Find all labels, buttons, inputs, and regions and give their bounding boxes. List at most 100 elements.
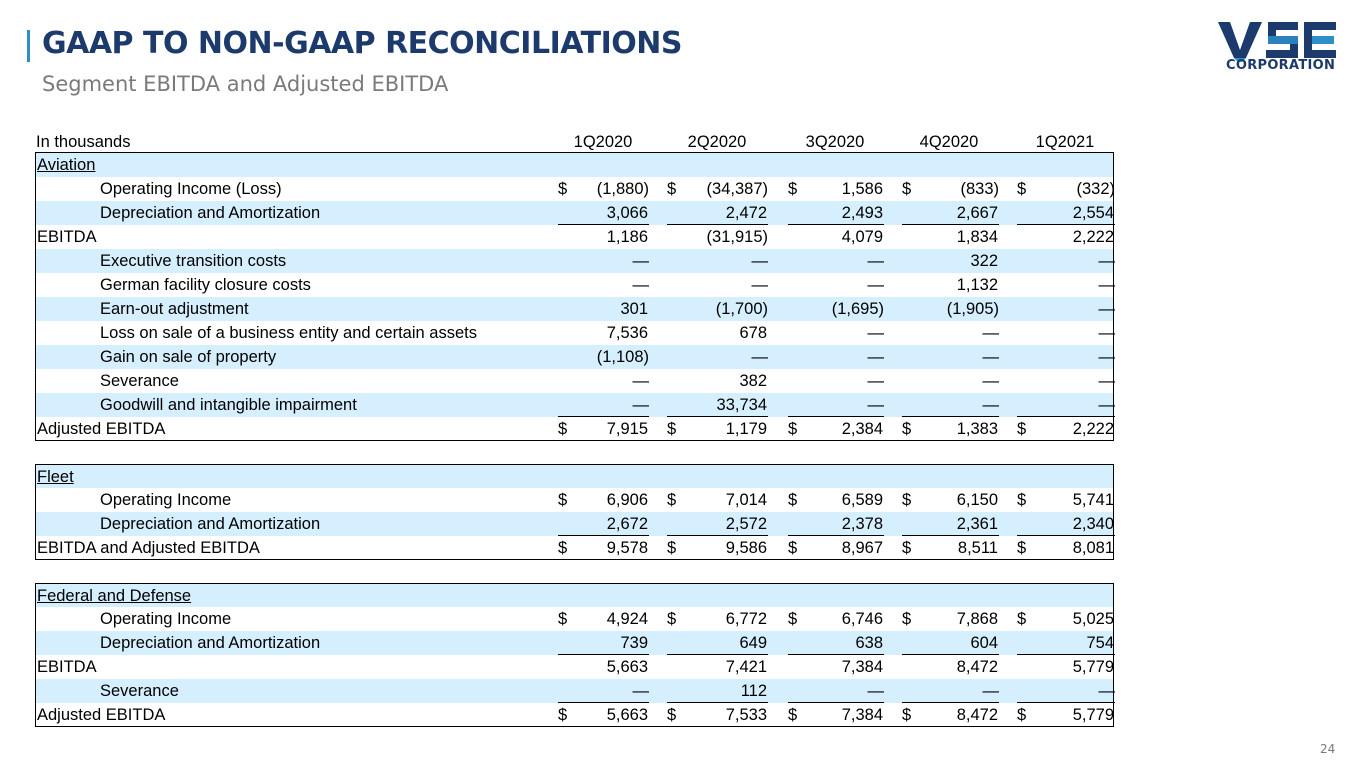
value-cell-3q2020: — (788, 321, 885, 345)
currency-symbol: $ (667, 539, 677, 557)
page-subtitle: Segment EBITDA and Adjusted EBITDA (42, 72, 449, 96)
currency-symbol: $ (667, 420, 677, 438)
value-cell-1q2020: — (558, 679, 649, 703)
table-row: Gain on sale of property (1,108) — — — — (35, 345, 1116, 369)
currency-symbol: $ (1017, 539, 1027, 557)
cell-value: — (632, 396, 650, 414)
value-cell-1q2020: $9,578 (558, 536, 649, 560)
currency-symbol: $ (902, 491, 912, 509)
value-cell-4q2020: — (902, 321, 1000, 345)
column-header-4q2020: 4Q2020 (919, 133, 979, 151)
value-cell-2q2020: $9,586 (667, 536, 768, 560)
cell-value: 2,672 (606, 515, 648, 533)
value-cell-3q2020: — (788, 249, 885, 273)
table-row: Executive transition costs — — — 322 — (35, 249, 1115, 273)
currency-symbol: $ (558, 539, 568, 557)
row-label: Gain on sale of property (100, 348, 277, 366)
section-title: Aviation (37, 156, 96, 174)
value-cell-1q2020: $4,924 (558, 607, 649, 631)
value-cell-3q2020: — (788, 273, 885, 297)
row-label: Operating Income (100, 491, 232, 509)
table-row: Depreciation and Amortization 2,672 2,572 2… (35, 512, 1115, 536)
cell-value: — (867, 682, 885, 700)
table-row: Severance — 112 — — — (35, 679, 1115, 703)
currency-symbol: $ (667, 610, 677, 628)
cell-value: 2,340 (1072, 515, 1114, 533)
cell-value: 638 (855, 634, 883, 652)
row-label: German facility closure costs (100, 276, 311, 294)
value-cell-4q2020: $8,472 (902, 703, 999, 727)
value-cell-1q2020: 1,186 (558, 225, 649, 249)
cell-value: (332) (1076, 180, 1115, 198)
value-cell-3q2020: — (788, 345, 885, 369)
cell-value: — (982, 396, 1000, 414)
row-label: Operating Income (Loss) (100, 180, 282, 198)
value-cell-2q2020: (31,915) (667, 225, 768, 249)
value-cell-3q2020: $2,384 (788, 417, 884, 441)
cell-value: 7,014 (725, 491, 767, 509)
value-cell-3q2020: $7,384 (788, 703, 884, 727)
column-header-2q2020: 2Q2020 (687, 133, 747, 151)
currency-symbol: $ (788, 610, 798, 628)
cell-value: 4,924 (606, 610, 648, 628)
value-cell-4q2020: 2,667 (902, 201, 999, 225)
cell-value: — (982, 372, 1000, 390)
cell-value: — (1098, 348, 1116, 366)
cell-value: — (632, 682, 650, 700)
value-cell-2q2020: $1,179 (667, 417, 768, 441)
value-cell-1q2021: — (1017, 345, 1116, 369)
table-row: EBITDA 5,663 7,421 7,384 8,472 5,779 (35, 655, 1114, 679)
cell-value: — (867, 252, 885, 270)
value-cell-1q2020: 301 (558, 297, 649, 321)
value-cell-1q2020: — (558, 369, 650, 393)
cell-value: 7,384 (841, 706, 883, 724)
value-cell-3q2020: (1,695) (788, 297, 884, 321)
row-label: EBITDA (37, 228, 97, 246)
cell-value: 1,834 (956, 228, 998, 246)
value-cell-3q2020: — (788, 679, 884, 703)
column-header-1q2020: 1Q2020 (573, 133, 633, 151)
currency-symbol: $ (667, 180, 677, 198)
page-number: 24 (1320, 742, 1336, 756)
value-cell-1q2020: — (558, 393, 649, 417)
currency-symbol: $ (788, 539, 798, 557)
table-row: German facility closure costs — — — 1,132 — (35, 273, 1115, 297)
cell-value: (1,695) (831, 300, 884, 318)
cell-value: — (1098, 372, 1116, 390)
cell-value: 2,361 (956, 515, 998, 533)
value-cell-2q2020: — (667, 273, 769, 297)
value-cell-2q2020: (1,700) (667, 297, 768, 321)
cell-value: — (751, 252, 769, 270)
section-title: Fleet (37, 468, 74, 486)
cell-value: (1,880) (596, 180, 649, 198)
value-cell-3q2020: 4,079 (788, 225, 884, 249)
value-cell-1q2020: $7,915 (558, 417, 649, 441)
table-row: Earn-out adjustment 301 (1,700) (1,695) (1,9… (35, 297, 1115, 321)
currency-symbol: $ (558, 491, 568, 509)
cell-value: 9,586 (725, 539, 767, 557)
cell-value: — (751, 276, 769, 294)
value-cell-1q2021: 2,222 (1017, 225, 1115, 249)
table-row: Severance — 382 — — — (35, 369, 1116, 393)
value-cell-2q2020: $ (34,387) (667, 177, 768, 201)
value-cell-3q2020: $1,586 (788, 177, 884, 201)
value-cell-1q2021: 5,779 (1017, 655, 1115, 679)
cell-value: 1,132 (956, 276, 998, 294)
cell-value: 301 (620, 300, 648, 318)
cell-value: 1,383 (956, 420, 998, 438)
section-spacer (35, 441, 1114, 464)
currency-symbol: $ (1017, 610, 1027, 628)
value-cell-1q2021: $5,741 (1017, 488, 1115, 512)
row-label: Operating Income (100, 610, 232, 628)
value-cell-1q2021: $5,025 (1017, 607, 1115, 631)
cell-value: 2,554 (1072, 204, 1114, 222)
row-label: Severance (100, 372, 179, 390)
cell-value: 382 (739, 372, 767, 390)
cell-value: — (982, 324, 1000, 342)
page-title: GAAP TO NON-GAAP RECONCILIATIONS (42, 26, 682, 61)
currency-symbol: $ (558, 610, 568, 628)
section-header-aviation: Aviation (35, 153, 1114, 177)
cell-value: 8,967 (841, 539, 883, 557)
value-cell-4q2020: $1,383 (902, 417, 999, 441)
table-row: EBITDA and Adjusted EBITDA $9,578 $9,586 $8… (35, 536, 1114, 560)
